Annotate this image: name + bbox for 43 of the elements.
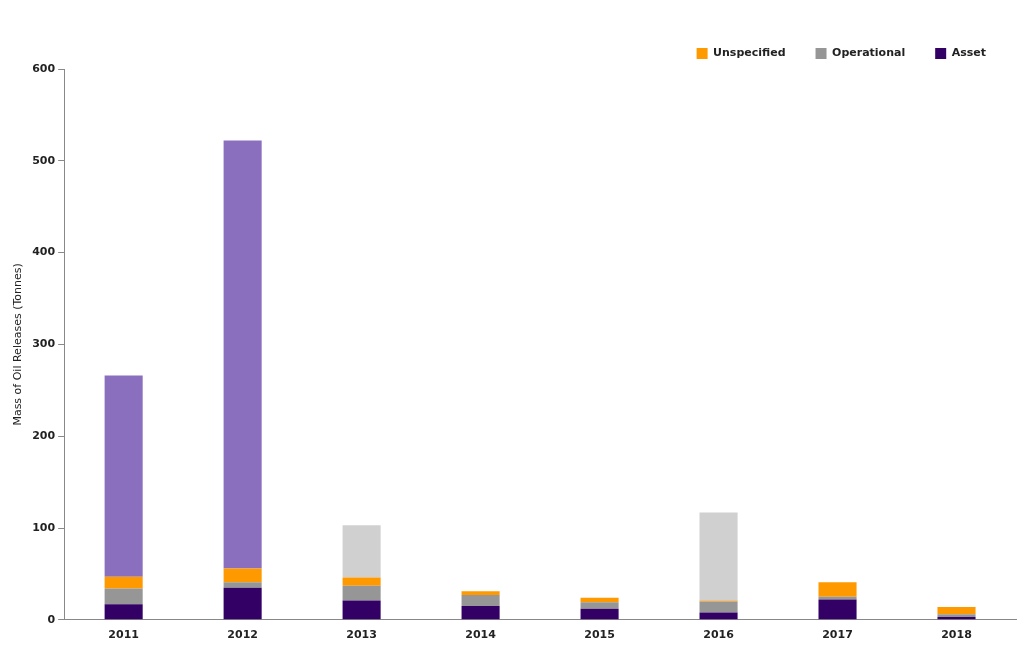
bar bbox=[580, 608, 619, 620]
bar bbox=[818, 599, 857, 620]
x-tick-label: 2012 bbox=[227, 628, 258, 642]
bar bbox=[223, 568, 262, 583]
bar bbox=[818, 582, 857, 597]
bar bbox=[937, 606, 976, 615]
legend-label: Operational bbox=[832, 46, 906, 60]
bar bbox=[104, 604, 143, 620]
bar bbox=[104, 375, 143, 577]
x-tick-label: 2015 bbox=[584, 628, 615, 642]
bar bbox=[342, 525, 381, 578]
y-tick-label: 400 bbox=[32, 245, 56, 259]
bar bbox=[342, 600, 381, 620]
x-tick-label: 2017 bbox=[822, 628, 853, 642]
legend-label: Unspecified bbox=[713, 46, 786, 60]
x-tick-label: 2014 bbox=[465, 628, 497, 642]
y-tick-label: 300 bbox=[32, 337, 56, 351]
bar bbox=[699, 512, 738, 601]
y-tick-label: 100 bbox=[32, 520, 56, 534]
x-tick-label: 2011 bbox=[108, 628, 139, 642]
bar bbox=[223, 140, 262, 569]
bar bbox=[699, 612, 738, 620]
y-tick-label: 200 bbox=[32, 429, 56, 443]
bar bbox=[223, 582, 262, 588]
y-axis-title: Mass of Oil Releases (Tonnes) bbox=[11, 263, 25, 426]
legend-label: Asset bbox=[951, 46, 986, 60]
bar bbox=[818, 596, 857, 600]
bar bbox=[342, 577, 381, 586]
bar bbox=[461, 606, 500, 620]
bar bbox=[461, 591, 500, 596]
x-tick-label: 2013 bbox=[346, 628, 377, 642]
x-tick-label: 2018 bbox=[941, 628, 972, 642]
bar bbox=[104, 576, 143, 589]
bar bbox=[699, 601, 738, 613]
x-tick-label: 2016 bbox=[703, 628, 735, 642]
bar bbox=[461, 595, 500, 607]
bar bbox=[223, 587, 262, 620]
y-tick-label: 500 bbox=[32, 153, 56, 167]
bar bbox=[104, 588, 143, 605]
y-tick-label: 0 bbox=[47, 612, 56, 626]
y-tick-label: 600 bbox=[32, 61, 56, 75]
bar bbox=[580, 602, 619, 609]
bar bbox=[342, 585, 381, 601]
